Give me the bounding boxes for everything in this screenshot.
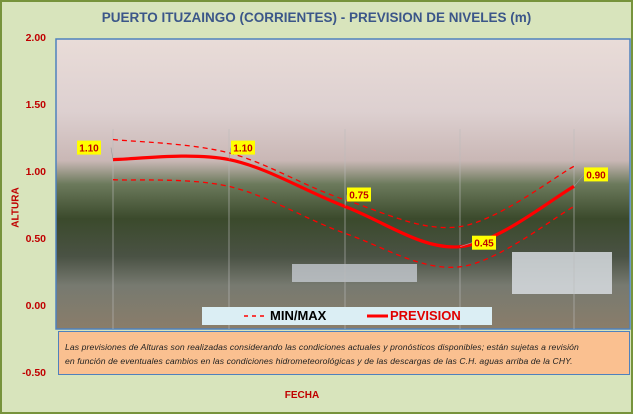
y-tick-label: 1.00 bbox=[25, 166, 46, 178]
y-tick-label: -0.50 bbox=[22, 367, 46, 379]
y-tick-label: 1.50 bbox=[25, 99, 46, 111]
y-tick-label: 2.00 bbox=[25, 32, 46, 44]
data-label-box bbox=[231, 140, 255, 155]
y-tick-label: 0.00 bbox=[25, 300, 46, 312]
data-label-box bbox=[472, 235, 496, 250]
data-label-box bbox=[77, 140, 101, 155]
legend: MIN/MAX PREVISION bbox=[202, 307, 492, 325]
x-axis-label: FECHA bbox=[284, 390, 320, 401]
boat-shape bbox=[512, 252, 612, 294]
minmax-line-min bbox=[112, 179, 575, 268]
data-label: 0.45 bbox=[474, 239, 494, 250]
data-label: 1.10 bbox=[79, 144, 99, 155]
data-label: 0.90 bbox=[586, 170, 606, 181]
label-leader-line bbox=[110, 147, 114, 160]
data-label-box bbox=[584, 167, 608, 182]
label-leader-line bbox=[573, 174, 585, 187]
disclaimer-note: Las previsiones de Alturas son realizada… bbox=[58, 331, 630, 375]
label-leader-line bbox=[459, 242, 473, 247]
data-label: 1.10 bbox=[233, 144, 253, 155]
legend-minmax-label: MIN/MAX bbox=[270, 308, 327, 323]
legend-prevision-label: PREVISION bbox=[390, 308, 461, 323]
boat-shape bbox=[292, 264, 417, 282]
prevision-line bbox=[112, 154, 575, 249]
chart-title: PUERTO ITUZAINGO (CORRIENTES) - PREVISIO… bbox=[101, 10, 532, 25]
minmax-line-max bbox=[112, 138, 575, 229]
data-label: 0.75 bbox=[349, 191, 369, 202]
note-line-1: Las previsiones de Alturas son realizada… bbox=[65, 342, 579, 352]
label-leader-line bbox=[228, 147, 232, 160]
note-line-2: en función de eventuales cambios en las … bbox=[65, 356, 573, 366]
y-tick-label: 0.50 bbox=[25, 233, 46, 245]
label-leader-line bbox=[344, 194, 348, 207]
data-label-box bbox=[347, 187, 371, 202]
